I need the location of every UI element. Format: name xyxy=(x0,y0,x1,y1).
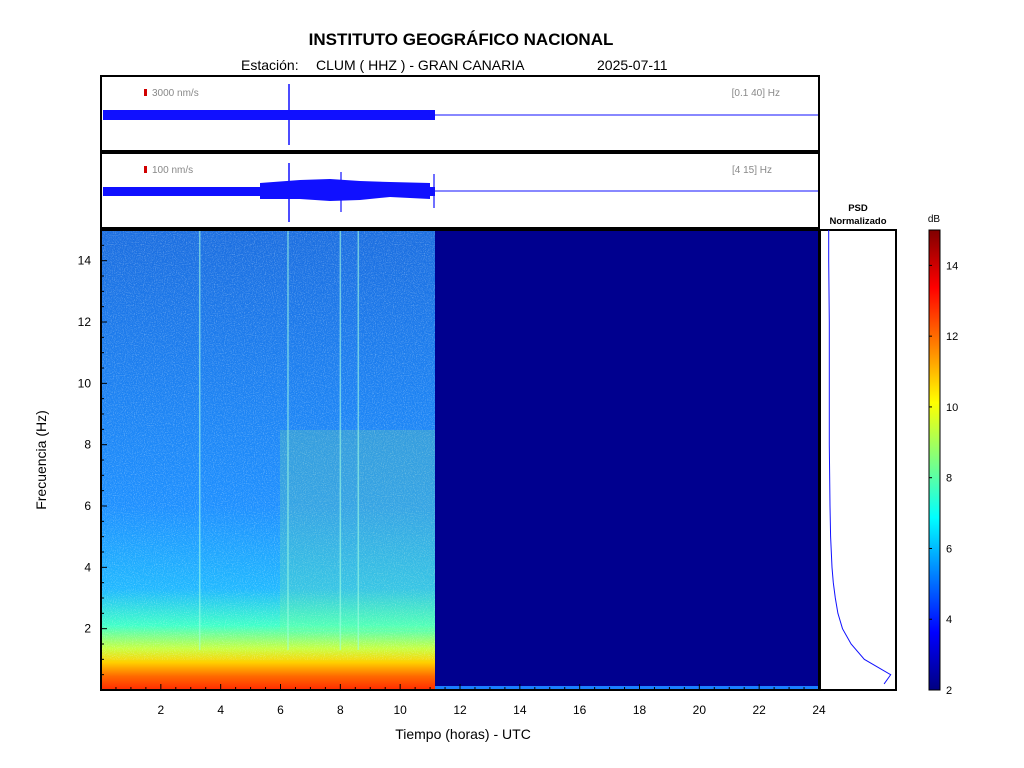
colorbar-tick-label: 8 xyxy=(946,473,952,485)
y-tick-label: 10 xyxy=(78,376,92,390)
trace-band-label: [0.1 40] Hz xyxy=(732,88,780,99)
y-tick-label: 14 xyxy=(78,254,92,268)
x-tick-label: 12 xyxy=(453,703,467,717)
psd-curve xyxy=(828,230,892,685)
trace-signal xyxy=(103,110,435,120)
x-tick-label: 4 xyxy=(217,703,224,717)
spectrogram-baseline xyxy=(435,686,819,689)
spectrogram-no-data xyxy=(435,230,819,690)
spectrogram-noise xyxy=(101,230,435,660)
x-tick-label: 16 xyxy=(573,703,587,717)
x-tick-label: 14 xyxy=(513,703,527,717)
psd-panel: PSD Normalizado xyxy=(819,203,897,691)
station-label: Estación: xyxy=(241,57,299,73)
spectrogram-warm-zone xyxy=(280,430,435,630)
station-value: CLUM ( HHZ ) - GRAN CANARIA xyxy=(316,57,525,73)
trace-band-label: [4 15] Hz xyxy=(732,165,772,176)
x-tick-label: 22 xyxy=(752,703,766,717)
psd-label-normalizado: Normalizado xyxy=(829,216,886,227)
colorbar-unit: dB xyxy=(928,214,941,225)
colorbar-tick-label: 2 xyxy=(946,685,952,697)
x-tick-label: 2 xyxy=(157,703,164,717)
y-tick-label: 12 xyxy=(78,315,92,329)
colorbar-tick-label: 12 xyxy=(946,331,958,343)
y-axis-label: Frecuencia (Hz) xyxy=(33,410,49,510)
colorbar-tick-label: 6 xyxy=(946,543,952,555)
x-axis-label: Tiempo (horas) - UTC xyxy=(395,726,531,742)
y-tick-label: 8 xyxy=(84,438,91,452)
figure-title: INSTITUTO GEOGRÁFICO NACIONAL xyxy=(309,30,614,49)
amplitude-scale-bar xyxy=(144,166,147,173)
y-tick-label: 4 xyxy=(84,560,91,574)
colorbar-tick-label: 14 xyxy=(946,260,958,272)
x-tick-label: 24 xyxy=(812,703,826,717)
amplitude-scale-bar xyxy=(144,89,147,96)
trace-burst xyxy=(260,179,430,201)
trace-panel-broadband: 3000 nm/s [0.1 40] Hz xyxy=(100,75,820,152)
colorbar-tick-label: 10 xyxy=(946,402,958,414)
x-tick-label: 8 xyxy=(337,703,344,717)
psd-label: PSD xyxy=(848,203,868,214)
x-tick-label: 10 xyxy=(393,703,407,717)
colorbar: dB 2 4 6 8 10 12 14 xyxy=(928,214,958,697)
y-tick-label: 6 xyxy=(84,499,91,513)
x-tick-label: 18 xyxy=(633,703,647,717)
trace-amplitude-label: 3000 nm/s xyxy=(152,88,199,99)
trace-panel-filtered: 100 nm/s [4 15] Hz xyxy=(100,152,820,229)
date-label: 2025-07-11 xyxy=(597,57,668,73)
x-tick-label: 6 xyxy=(277,703,284,717)
colorbar-gradient xyxy=(928,229,941,691)
y-tick-label: 2 xyxy=(84,622,91,636)
trace-amplitude-label: 100 nm/s xyxy=(152,165,193,176)
x-tick-label: 20 xyxy=(693,703,707,717)
colorbar-tick-label: 4 xyxy=(946,614,952,626)
